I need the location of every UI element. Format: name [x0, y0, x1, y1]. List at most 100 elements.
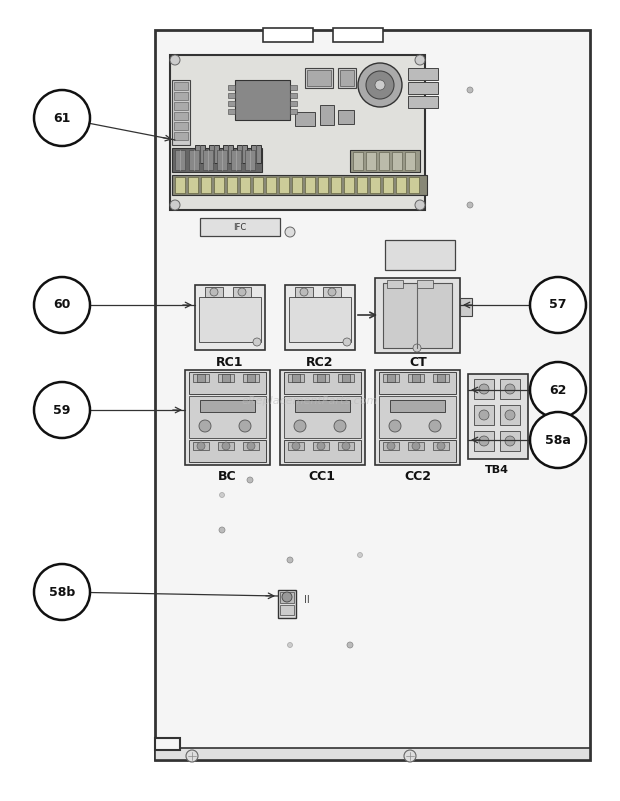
Bar: [174, 92, 188, 100]
Bar: [235, 80, 290, 120]
Circle shape: [505, 384, 515, 394]
Text: II: II: [304, 595, 310, 605]
Bar: [408, 442, 424, 450]
Bar: [193, 442, 209, 450]
Bar: [205, 287, 223, 297]
Circle shape: [467, 202, 473, 208]
Bar: [323, 287, 341, 297]
Circle shape: [479, 436, 489, 446]
Bar: [195, 145, 205, 163]
Bar: [350, 150, 420, 172]
Circle shape: [343, 338, 351, 346]
Circle shape: [34, 564, 90, 620]
Bar: [253, 177, 263, 193]
Bar: [218, 374, 234, 382]
Bar: [193, 374, 209, 382]
Text: 58b: 58b: [49, 586, 75, 598]
Bar: [379, 440, 456, 462]
Circle shape: [197, 442, 205, 450]
Circle shape: [467, 87, 473, 93]
Text: 59: 59: [53, 404, 71, 417]
Bar: [195, 285, 265, 350]
Text: 62: 62: [549, 384, 567, 396]
Bar: [383, 283, 452, 348]
Bar: [155, 30, 590, 760]
Bar: [408, 374, 424, 382]
Circle shape: [170, 55, 180, 65]
Circle shape: [342, 442, 350, 450]
Bar: [266, 177, 276, 193]
Circle shape: [415, 55, 425, 65]
Bar: [474, 379, 494, 399]
Bar: [284, 372, 361, 394]
Bar: [357, 177, 367, 193]
Circle shape: [34, 277, 90, 333]
Bar: [408, 96, 438, 108]
Text: RC1: RC1: [216, 356, 244, 369]
Circle shape: [186, 750, 198, 762]
Circle shape: [247, 477, 253, 483]
Bar: [174, 122, 188, 130]
Bar: [197, 374, 205, 382]
Text: CC1: CC1: [309, 470, 335, 483]
Circle shape: [222, 442, 230, 450]
Bar: [209, 145, 219, 163]
Bar: [228, 101, 235, 106]
Circle shape: [530, 412, 586, 468]
Bar: [174, 82, 188, 90]
Bar: [405, 152, 415, 170]
Bar: [379, 396, 456, 438]
Bar: [237, 145, 247, 163]
Bar: [317, 374, 325, 382]
Bar: [375, 370, 460, 465]
Circle shape: [282, 592, 292, 602]
Bar: [155, 738, 180, 750]
Bar: [247, 374, 255, 382]
Bar: [222, 374, 230, 382]
Circle shape: [437, 442, 445, 450]
Circle shape: [404, 750, 416, 762]
Bar: [278, 590, 296, 618]
Bar: [172, 80, 190, 145]
Circle shape: [285, 227, 295, 237]
Text: CC2: CC2: [404, 470, 432, 483]
Bar: [331, 177, 341, 193]
Text: 60: 60: [53, 299, 71, 312]
Circle shape: [328, 288, 336, 296]
Bar: [333, 28, 383, 42]
Circle shape: [199, 420, 211, 432]
Circle shape: [413, 344, 421, 352]
Circle shape: [317, 442, 325, 450]
Bar: [245, 150, 255, 170]
Bar: [200, 218, 280, 236]
Circle shape: [389, 420, 401, 432]
Bar: [199, 297, 261, 342]
Circle shape: [170, 200, 180, 210]
Bar: [290, 93, 297, 98]
Circle shape: [219, 527, 225, 533]
Bar: [185, 370, 270, 465]
Bar: [295, 112, 315, 126]
Circle shape: [288, 642, 293, 647]
Bar: [338, 110, 354, 124]
Circle shape: [375, 80, 385, 90]
Circle shape: [387, 442, 395, 450]
Bar: [412, 374, 420, 382]
Bar: [313, 374, 329, 382]
Bar: [292, 177, 302, 193]
Circle shape: [505, 436, 515, 446]
Bar: [500, 431, 520, 451]
Text: 57: 57: [549, 299, 567, 312]
Circle shape: [287, 557, 293, 563]
Circle shape: [530, 277, 586, 333]
Bar: [218, 442, 234, 450]
Bar: [290, 109, 297, 114]
Bar: [280, 592, 294, 603]
Bar: [223, 145, 233, 163]
Bar: [189, 372, 266, 394]
Bar: [468, 374, 528, 459]
Bar: [385, 240, 455, 270]
Bar: [408, 82, 438, 94]
Circle shape: [358, 553, 363, 557]
Circle shape: [347, 642, 353, 648]
